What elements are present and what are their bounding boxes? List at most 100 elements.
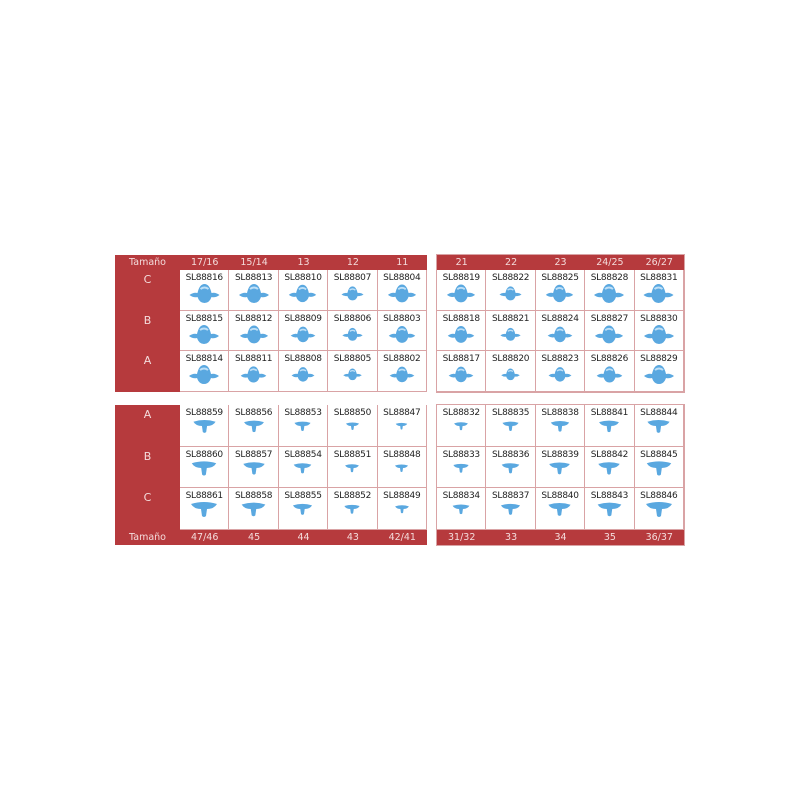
product-code: SL88858 [234, 491, 273, 502]
size-header-1: 33 [486, 530, 536, 545]
product-cell: SL88849 [377, 488, 427, 530]
lower-right-size-table: SL88832 SL88835 SL88838 SL88841 SL88844 SL888… [436, 404, 685, 546]
product-code: SL88803 [383, 313, 421, 324]
tooth-matrix-image [243, 420, 264, 433]
product-cell: SL88808 [278, 351, 329, 392]
product-cell: SL88854 [278, 446, 329, 489]
product-code: SL88808 [284, 354, 322, 365]
size-header-4: 42/41 [377, 530, 427, 545]
product-cell: SL88860 [180, 446, 230, 489]
tooth-matrix-image [643, 365, 674, 385]
tooth-matrix-image [547, 326, 573, 342]
tooth-matrix-image [240, 366, 267, 383]
size-header-4: 36/37 [634, 530, 684, 545]
tooth-matrix-image [447, 325, 475, 343]
tooth-matrix-image [389, 366, 415, 383]
product-cell: SL88816 [180, 270, 230, 311]
product-code: SL88835 [491, 408, 530, 418]
product-code: SL88827 [590, 313, 629, 324]
product-cell: SL88837 [486, 488, 536, 530]
product-cell: SL88813 [229, 270, 279, 311]
product-cell: SL88822 [486, 270, 536, 311]
product-cell: SL88828 [585, 270, 635, 311]
size-header-2: 13 [278, 255, 329, 270]
product-code: SL88854 [284, 449, 322, 460]
product-code: SL88836 [491, 449, 530, 460]
product-cell: SL88858 [229, 488, 279, 530]
product-cell: SL88804 [377, 270, 427, 311]
product-code: SL88826 [590, 354, 629, 365]
product-cell: SL88855 [278, 488, 329, 530]
tooth-matrix-image [394, 505, 409, 514]
size-label: Tamaño [115, 530, 180, 545]
product-code: SL88855 [284, 491, 322, 502]
size-header-0: 47/46 [180, 530, 230, 545]
lower-left-size-table: A SL88859 SL88856 SL88853 SL88850 SL88847 B SL8… [115, 405, 427, 545]
product-cell: SL88831 [634, 270, 684, 311]
tooth-matrix-image [548, 503, 572, 517]
product-cell: SL88857 [229, 446, 279, 489]
tooth-matrix-image [289, 284, 317, 303]
tooth-matrix-image [645, 502, 672, 518]
tooth-matrix-image [343, 368, 362, 381]
tooth-matrix-image [344, 505, 361, 515]
product-code: SL88841 [590, 408, 629, 418]
product-cell: SL88846 [634, 488, 684, 530]
product-code: SL88837 [491, 491, 530, 502]
product-code: SL88839 [541, 449, 579, 460]
tooth-matrix-image [342, 327, 363, 341]
tooth-matrix-image [550, 421, 570, 432]
product-cell: SL88853 [278, 405, 329, 447]
tooth-matrix-image [341, 286, 364, 301]
product-code: SL88847 [383, 408, 421, 418]
product-code: SL88831 [640, 273, 678, 283]
product-cell: SL88848 [377, 446, 427, 489]
product-code: SL88859 [185, 408, 224, 418]
row-label-C: C [115, 270, 180, 311]
tooth-matrix-image [452, 504, 470, 515]
size-header-3: 12 [328, 255, 378, 270]
tooth-matrix-image [454, 422, 469, 431]
product-code: SL88812 [234, 313, 273, 324]
tooth-matrix-image [501, 504, 521, 516]
product-cell: SL88861 [180, 488, 230, 530]
size-header-2: 44 [278, 530, 329, 545]
product-code: SL88846 [640, 491, 678, 502]
product-cell: SL88856 [229, 405, 279, 447]
product-code: SL88840 [541, 491, 579, 502]
tooth-matrix-image [546, 284, 574, 303]
tooth-matrix-image [191, 461, 217, 476]
product-cell: SL88843 [585, 488, 635, 530]
size-header-1: 45 [229, 530, 279, 545]
size-header-1: 15/14 [229, 255, 279, 270]
size-header-2: 34 [535, 530, 586, 545]
product-cell: SL88818 [437, 310, 487, 352]
tooth-matrix-image [599, 420, 620, 433]
product-cell: SL88825 [535, 270, 586, 311]
product-cell: SL88830 [634, 310, 684, 352]
tooth-matrix-image [238, 284, 269, 303]
product-cell: SL88829 [634, 351, 684, 392]
product-cell: SL88809 [278, 310, 329, 352]
product-code: SL88843 [590, 491, 629, 502]
product-code: SL88819 [442, 273, 481, 283]
product-code: SL88834 [442, 491, 481, 502]
tooth-matrix-image [293, 504, 313, 516]
product-code: SL88817 [442, 354, 481, 365]
product-code: SL88804 [383, 273, 421, 283]
row-label-B: B [115, 446, 180, 489]
size-header-4: 26/27 [634, 255, 684, 270]
tooth-matrix-image [387, 284, 416, 303]
product-cell: SL88859 [180, 405, 230, 447]
tooth-matrix-image [594, 284, 625, 303]
product-cell: SL88827 [585, 310, 635, 352]
product-code: SL88811 [234, 354, 273, 365]
size-header-0: 21 [437, 255, 487, 270]
product-code: SL88814 [185, 354, 224, 365]
product-cell: SL88834 [437, 488, 487, 530]
product-code: SL88848 [383, 449, 421, 460]
tooth-matrix-image [447, 284, 476, 303]
product-code: SL88853 [284, 408, 322, 418]
product-cell: SL88812 [229, 310, 279, 352]
product-cell: SL88841 [585, 405, 635, 447]
